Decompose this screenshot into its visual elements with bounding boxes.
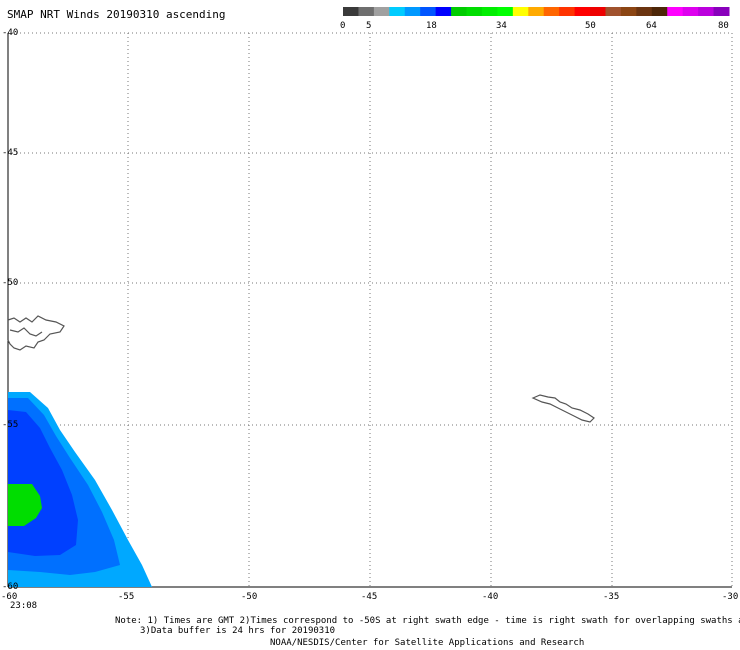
title: SMAP NRT Winds 20190310 ascending: [7, 8, 226, 21]
colorbar-swatch: [713, 7, 730, 16]
colorbar-swatches: [343, 7, 730, 16]
falkland-islands: [7, 315, 65, 351]
map-plot: [7, 32, 733, 588]
south-georgia: [531, 394, 595, 423]
colorbar-swatch: [590, 7, 606, 16]
colorbar-label: 5: [366, 21, 372, 31]
colorbar-swatch: [605, 7, 622, 16]
swath-green-core: [8, 484, 42, 526]
colorbar-swatch: [358, 7, 375, 16]
grid-lines: [8, 32, 733, 587]
longitude-label: -30: [722, 592, 739, 602]
time-label: 23:08: [10, 601, 38, 611]
note-line-2: 3)Data buffer is 24 hrs for 20190310: [140, 626, 336, 636]
colorbar-swatch: [373, 7, 390, 16]
colorbar-swatch: [651, 7, 668, 16]
credit-line: NOAA/NESDIS/Center for Satellite Applica…: [270, 638, 585, 648]
colorbar-swatch: [497, 7, 514, 16]
colorbar-swatch: [451, 7, 468, 16]
falkland-inner: [9, 327, 43, 337]
colorbar-swatch: [543, 7, 560, 16]
colorbar-swatch: [667, 7, 684, 16]
colorbar-swatch: [343, 7, 359, 16]
colorbar-swatch: [620, 7, 637, 16]
colorbar-swatch: [682, 7, 699, 16]
note-line-1: Note: 1) Times are GMT 2)Times correspon…: [115, 616, 740, 626]
longitude-label: -45: [361, 592, 378, 602]
colorbar-swatch: [559, 7, 576, 16]
longitude-label: -60: [1, 592, 18, 602]
longitude-label: -55: [118, 592, 135, 602]
latitude-label: -45: [2, 148, 19, 158]
wind-swath: [8, 392, 152, 587]
colorbar-swatch: [389, 7, 406, 16]
colorbar-label: 34: [496, 21, 507, 31]
colorbar-label: 80: [718, 21, 729, 31]
colorbar-label: 64: [646, 21, 657, 31]
latitude-label: -55: [2, 420, 19, 430]
colorbar-swatch: [420, 7, 437, 16]
coastlines: [7, 315, 595, 423]
colorbar-swatch: [528, 7, 545, 16]
longitude-label: -40: [482, 592, 499, 602]
latitude-label: -40: [2, 28, 19, 38]
longitude-label: -35: [603, 592, 620, 602]
colorbar-swatch: [466, 7, 483, 16]
latitude-label: -50: [2, 278, 19, 288]
colorbar-swatch: [512, 7, 529, 16]
colorbar-swatch: [404, 7, 421, 16]
latitude-label: -60: [2, 582, 19, 592]
colorbar-label: 50: [585, 21, 596, 31]
colorbar-swatch: [698, 7, 715, 16]
colorbar-swatch: [481, 7, 498, 16]
colorbar-label: 0: [340, 21, 346, 31]
colorbar-swatch: [636, 7, 653, 16]
colorbar-swatch: [574, 7, 591, 16]
longitude-label: -50: [241, 592, 258, 602]
colorbar-label: 18: [426, 21, 437, 31]
colorbar-swatch: [435, 7, 452, 16]
